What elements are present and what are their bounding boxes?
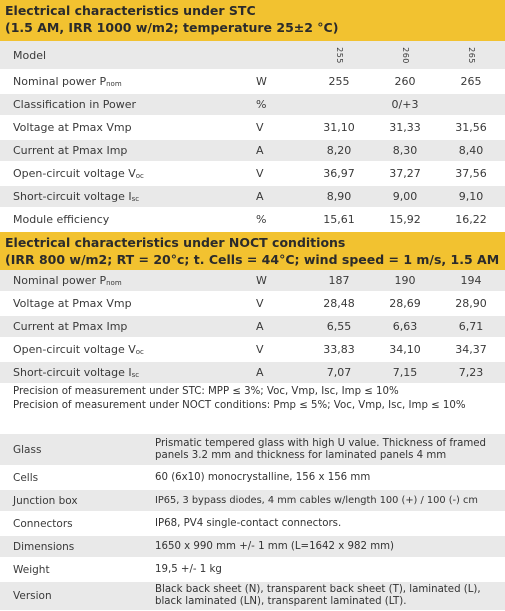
spec-row-cells: Cells 60 (6x10) monocrystalline, 156 x 1… (0, 467, 505, 489)
spec-row-dimensions: Dimensions 1650 x 990 mm +/- 1 mm (L=164… (0, 536, 505, 558)
stc-row-imp: Current at Pmax Imp A 8,20 8,30 8,40 (0, 140, 505, 162)
spec-row-junction-box: Junction box IP65, 3 bypass diodes, 4 mm… (0, 490, 505, 512)
precision-noct-note: Precision of measurement under NOCT cond… (13, 400, 466, 411)
stc-conditions: (1.5 AM, IRR 1000 w/m2; temperature 25±2… (5, 20, 339, 35)
noct-title: Electrical characteristics under NOCT co… (5, 235, 346, 250)
noct-row-vmp: Voltage at Pmax Vmp V 28,48 28,69 28,90 (0, 293, 505, 315)
stc-title: Electrical characteristics under STC (5, 3, 256, 18)
stc-row-voc: Open-circuit voltage Voc V 36,97 37,27 3… (0, 163, 505, 185)
noct-row-voc: Open-circuit voltage Voc V 33,83 34,10 3… (0, 339, 505, 361)
precision-stc-note: Precision of measurement under STC: MPP … (13, 386, 399, 397)
noct-row-nominal-power: Nominal power Pnom W 187 190 194 (0, 270, 505, 292)
noct-conditions: (IRR 800 w/m2; RT = 20°c; t. Cells = 44°… (5, 252, 500, 267)
stc-row-classification: Classification in Power % 0/+3 (0, 94, 505, 116)
stc-header: Electrical characteristics under STC (1.… (0, 0, 505, 41)
noct-row-isc: Short-circuit voltage Isc A 7,07 7,15 7,… (0, 362, 505, 384)
model-265: 265 (466, 46, 476, 64)
model-label: Model (13, 48, 47, 62)
spec-row-connectors: Connectors IP68, PV4 single-contact conn… (0, 513, 505, 535)
model-260: 260 (400, 46, 410, 64)
model-255: 255 (334, 46, 344, 64)
spec-row-version: Version Black back sheet (N), transparen… (0, 582, 505, 611)
noct-row-imp: Current at Pmax Imp A 6,55 6,63 6,71 (0, 316, 505, 338)
stc-row-nominal-power: Nominal power Pnom W 255 260 265 (0, 71, 505, 93)
stc-row-efficiency: Module efficiency % 15,61 15,92 16,22 (0, 209, 505, 231)
stc-row-vmp: Voltage at Pmax Vmp V 31,10 31,33 31,56 (0, 117, 505, 139)
spec-row-glass: Glass Prismatic tempered glass with high… (0, 434, 505, 466)
stc-row-isc: Short-circuit voltage Isc A 8,90 9,00 9,… (0, 186, 505, 208)
model-row: Model 255 260 265 (0, 41, 505, 70)
noct-header: Electrical characteristics under NOCT co… (0, 232, 505, 270)
spec-row-weight: Weight 19,5 +/- 1 kg (0, 559, 505, 581)
